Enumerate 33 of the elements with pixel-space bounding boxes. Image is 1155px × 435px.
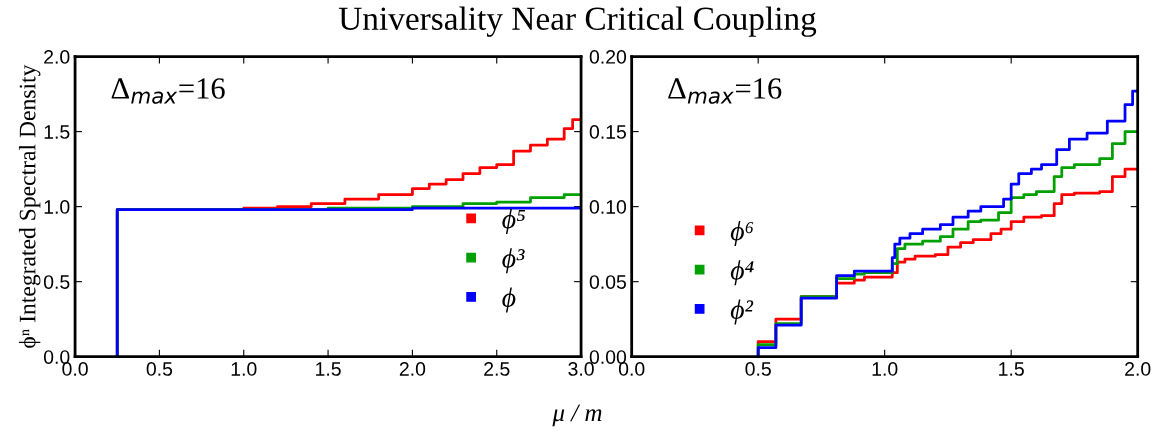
chart-title: Universality Near Critical Coupling xyxy=(338,6,817,37)
x-tick-label: 1.5 xyxy=(999,362,1024,376)
x-tick-label: 0.0 xyxy=(618,362,645,376)
legend-label: ϕ³ xyxy=(502,248,525,274)
x-tick-label: 0.5 xyxy=(146,362,173,376)
x-tick-label: 3.0 xyxy=(568,362,594,376)
y-tick-label: 0.05 xyxy=(589,275,626,289)
y-tick-label: 2.0 xyxy=(44,50,70,64)
x-axis-title: μ / m xyxy=(552,404,602,427)
x-tick-label: 1.5 xyxy=(316,362,341,376)
x-tick-label: 0.0 xyxy=(62,362,88,376)
legend-label: ϕ⁵ xyxy=(502,208,526,235)
x-tick-label: 2.5 xyxy=(484,362,510,376)
annotation: Δ$_{max}$=16 xyxy=(668,78,782,104)
annotation: Δ$_{max}$=16 xyxy=(111,78,225,104)
y-tick-label: 0.0 xyxy=(43,350,70,364)
legend-label: ϕ² xyxy=(730,299,754,325)
y-tick-label: 0.20 xyxy=(589,50,627,64)
x-tick-label: 0.5 xyxy=(745,362,771,376)
y-tick-label: 0.10 xyxy=(589,200,627,214)
x-tick-label: 1.0 xyxy=(231,362,257,376)
legend-label: ϕ xyxy=(502,287,516,313)
y-tick-label: 1.0 xyxy=(44,200,70,214)
legend-label: ϕ⁴ xyxy=(730,260,754,286)
y-tick-label: 1.5 xyxy=(44,125,70,139)
y-tick-label: 0.15 xyxy=(589,125,626,139)
y-tick-label: 0.5 xyxy=(43,275,70,289)
legend-label: ϕ⁶ xyxy=(730,220,754,247)
x-tick-label: 2.0 xyxy=(1125,362,1151,376)
y-axis-title: ϕⁿ Integrated Spectral Density xyxy=(18,64,41,348)
y-tick-label: 0.00 xyxy=(589,350,627,364)
x-tick-label: 1.0 xyxy=(872,362,898,376)
x-tick-label: 2.0 xyxy=(399,362,426,376)
